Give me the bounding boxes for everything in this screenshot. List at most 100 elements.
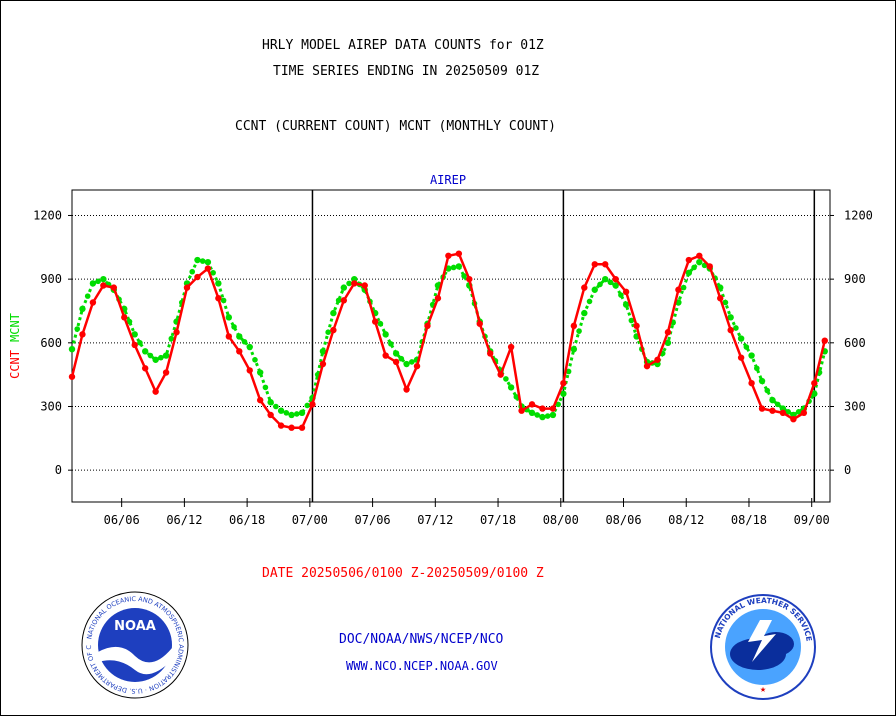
data-point-ccnt [204, 265, 212, 272]
data-point-ccnt [424, 322, 431, 330]
data-point-mcnt-mid [607, 279, 614, 286]
data-point-mcnt [570, 345, 578, 353]
data-point-mcnt-mid [84, 293, 91, 299]
data-point-ccnt [811, 379, 818, 387]
data-point-mcnt-mid [576, 328, 582, 334]
data-point-ccnt [518, 407, 525, 414]
y-tick-label-right: 1200 [844, 208, 873, 222]
star-icon: ★ [760, 684, 766, 695]
data-point-ccnt [256, 396, 264, 404]
x-tick-label: 08/06 [605, 513, 641, 527]
chart-title-line1: HRLY MODEL AIREP DATA COUNTS for 01Z [262, 38, 544, 53]
data-point-mcnt [811, 390, 818, 397]
data-point-ccnt [121, 314, 128, 321]
data-point-ccnt [162, 369, 170, 376]
data-point-mcnt-mid [335, 297, 342, 304]
data-point-mcnt [549, 411, 557, 419]
data-point-ccnt [361, 282, 368, 289]
data-point-mcnt [717, 284, 724, 291]
data-point-mcnt-mid [168, 335, 175, 342]
data-point-mcnt [131, 331, 138, 338]
data-point-mcnt-mid [398, 355, 405, 362]
data-point-mcnt [758, 377, 766, 385]
x-tick-label: 07/00 [292, 513, 328, 527]
data-point-mcnt [622, 301, 630, 308]
website: WWW.NCO.NCEP.NOAA.GOV [346, 659, 498, 673]
data-point-mcnt [664, 339, 672, 347]
data-point-mcnt-mid [293, 411, 300, 417]
x-tick-label: 06/18 [229, 513, 265, 527]
data-point-mcnt-mid [764, 387, 771, 394]
data-point-mcnt-mid [503, 376, 509, 382]
data-point-ccnt [476, 320, 483, 327]
data-point-mcnt [225, 314, 233, 321]
chart-title-line2: TIME SERIES ENDING IN 20250509 01Z [273, 64, 540, 79]
data-point-mcnt-mid [618, 292, 624, 298]
data-point-mcnt [215, 280, 222, 287]
data-point-ccnt [633, 322, 640, 330]
data-point-ccnt [298, 424, 306, 431]
data-point-mcnt-mid [325, 329, 331, 336]
data-point-ccnt [79, 331, 86, 338]
data-point-ccnt [246, 367, 253, 374]
data-point-ccnt [612, 275, 619, 283]
data-point-mcnt [581, 309, 588, 317]
data-point-ccnt [758, 405, 766, 412]
x-tick-label: 07/18 [480, 513, 516, 527]
data-point-mcnt [340, 284, 348, 291]
data-point-ccnt [696, 252, 703, 259]
plot-frame [71, 189, 831, 503]
y-axis-label-text: CCNT MCNT [8, 313, 22, 379]
y-tick-label: 1200 [33, 208, 62, 222]
data-point-ccnt [455, 250, 463, 257]
data-point-ccnt [340, 297, 348, 304]
data-point-ccnt [706, 263, 713, 270]
y-tick-label: 900 [40, 272, 62, 286]
data-point-ccnt [68, 373, 76, 380]
data-point-ccnt [487, 350, 494, 357]
data-point-ccnt [528, 401, 536, 408]
data-point-mcnt-mid [597, 281, 603, 288]
data-point-mcnt-mid [733, 325, 739, 331]
data-point-ccnt [570, 322, 578, 330]
data-point-mcnt-mid [534, 412, 541, 418]
data-point-ccnt [717, 295, 724, 302]
data-point-mcnt [455, 263, 463, 270]
data-point-mcnt-mid [262, 384, 269, 391]
y-tick-label-right: 600 [844, 336, 866, 350]
data-point-ccnt [549, 405, 557, 412]
data-point-mcnt-mid [513, 394, 520, 400]
data-point-mcnt [68, 345, 76, 353]
data-point-mcnt [246, 343, 253, 351]
data-point-ccnt [413, 362, 421, 370]
data-point-mcnt [194, 256, 201, 264]
y-tick-label: 600 [40, 336, 62, 350]
data-point-ccnt [560, 379, 567, 387]
data-point-mcnt-mid [377, 320, 384, 327]
data-point-mcnt-mid [544, 413, 551, 419]
data-point-ccnt [675, 286, 682, 293]
org-path: DOC/NOAA/NWS/NCEP/NCO [339, 632, 504, 647]
data-point-ccnt [434, 295, 442, 302]
x-tick-label: 06/06 [104, 513, 140, 527]
data-point-mcnt-mid [691, 264, 697, 271]
data-point-ccnt [445, 252, 452, 259]
data-point-ccnt [602, 261, 609, 268]
data-point-ccnt [654, 356, 661, 363]
data-point-mcnt [277, 407, 285, 414]
data-point-mcnt [602, 275, 609, 283]
data-point-ccnt [288, 424, 295, 431]
data-point-ccnt [319, 360, 327, 368]
data-point-mcnt-mid [74, 326, 81, 332]
data-point-mcnt-mid [743, 344, 750, 350]
x-tick-label: 09/00 [794, 513, 830, 527]
data-point-mcnt-mid [388, 341, 394, 347]
date-range: DATE 20250506/0100 Z-20250509/0100 Z [262, 566, 544, 581]
y-tick-label: 300 [40, 399, 62, 413]
data-point-mcnt-mid [785, 408, 791, 415]
data-point-ccnt [110, 284, 118, 291]
data-point-mcnt [612, 282, 619, 289]
y-axis-label-mcnt: MCNT [8, 313, 22, 342]
data-point-mcnt-mid [147, 352, 154, 359]
